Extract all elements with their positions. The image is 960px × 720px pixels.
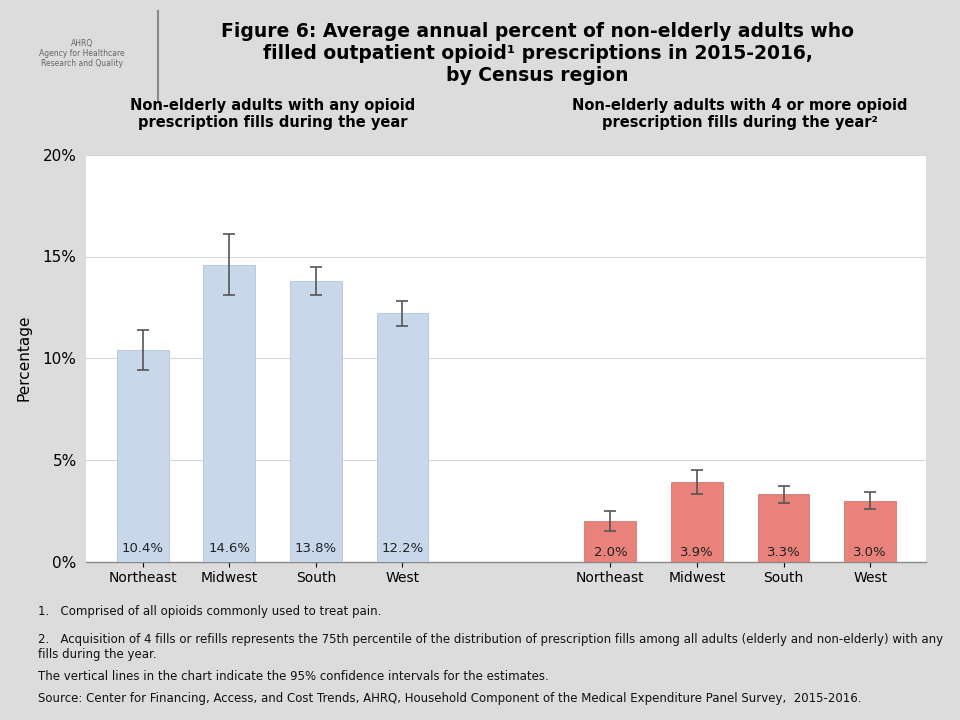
Text: 12.2%: 12.2% <box>381 542 423 556</box>
Bar <box>290 281 342 562</box>
Text: The vertical lines in the chart indicate the 95% confidence intervals for the es: The vertical lines in the chart indicate… <box>38 670 549 683</box>
Text: Non-elderly adults with any opioid
prescription fills during the year: Non-elderly adults with any opioid presc… <box>130 98 416 130</box>
Y-axis label: Percentage: Percentage <box>16 315 32 402</box>
Text: Non-elderly adults with 4 or more opioid
prescription fills during the year²: Non-elderly adults with 4 or more opioid… <box>572 98 908 130</box>
Text: 2.   Acquisition of 4 fills or refills represents the 75th percentile of the dis: 2. Acquisition of 4 fills or refills rep… <box>38 633 944 661</box>
Bar <box>117 350 169 562</box>
Text: 2.0%: 2.0% <box>593 546 627 559</box>
Text: 1.   Comprised of all opioids commonly used to treat pain.: 1. Comprised of all opioids commonly use… <box>38 605 382 618</box>
Bar <box>844 500 896 562</box>
Bar <box>757 495 809 562</box>
Text: Source: Center for Financing, Access, and Cost Trends, AHRQ, Household Component: Source: Center for Financing, Access, an… <box>38 692 862 705</box>
Text: 3.0%: 3.0% <box>853 546 887 559</box>
Text: 14.6%: 14.6% <box>208 542 251 556</box>
Text: 13.8%: 13.8% <box>295 542 337 556</box>
Text: Figure 6: Average annual percent of non-elderly adults who
filled outpatient opi: Figure 6: Average annual percent of non-… <box>221 22 854 85</box>
Text: 3.9%: 3.9% <box>680 546 713 559</box>
Text: 10.4%: 10.4% <box>122 542 164 556</box>
Text: 3.3%: 3.3% <box>767 546 801 559</box>
Bar <box>585 521 636 562</box>
Bar <box>376 313 428 562</box>
Text: AHRQ
Agency for Healthcare
Research and Quality: AHRQ Agency for Healthcare Research and … <box>38 39 125 68</box>
Bar <box>671 482 723 562</box>
Bar <box>204 265 255 562</box>
